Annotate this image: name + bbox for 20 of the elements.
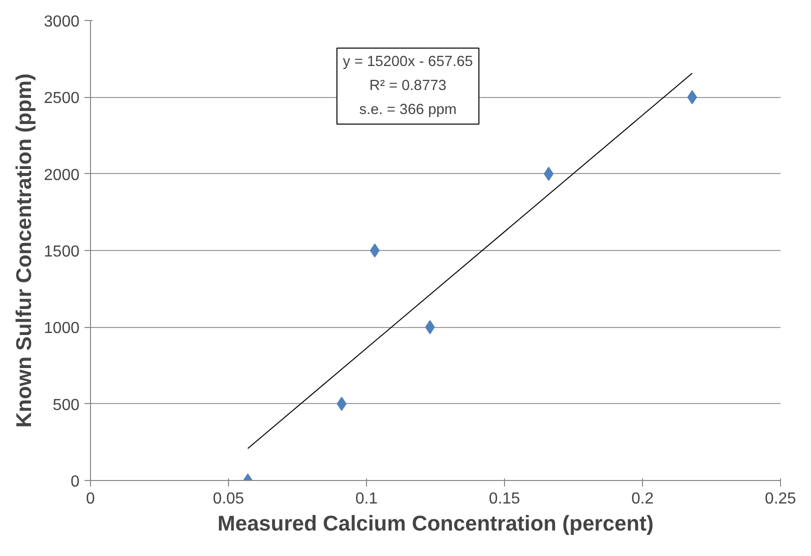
y-tick-label: 1000 [44,320,80,338]
y-axis-title: Known Sulfur Concentration (ppm) [12,73,36,428]
x-tick-label: 0.05 [212,490,244,508]
x-tick-label: 0.1 [355,490,378,508]
annotation: s.e. = 366 ppm [359,102,457,118]
x-tick-label: 0.15 [488,490,520,508]
y-tick-label: 0 [70,474,80,490]
y-tick-label: 2500 [44,90,80,108]
annotation: y = 15200x - 657.65 [342,54,473,70]
y-tick-label: 2000 [44,166,80,184]
x-tick-label: 0 [86,490,96,508]
x-axis-title: Measured Calcium Concentration (percent) [217,512,654,536]
y-tick-label: 1500 [44,244,80,260]
x-tick-label: 0.2 [631,490,654,508]
y-tick-label: 3000 [44,14,80,30]
x-tick-label: 0.25 [764,490,796,508]
point [687,90,698,104]
annotation: R² = 0.8773 [369,78,446,94]
y-tick-label: 500 [52,396,80,414]
point [370,244,380,258]
